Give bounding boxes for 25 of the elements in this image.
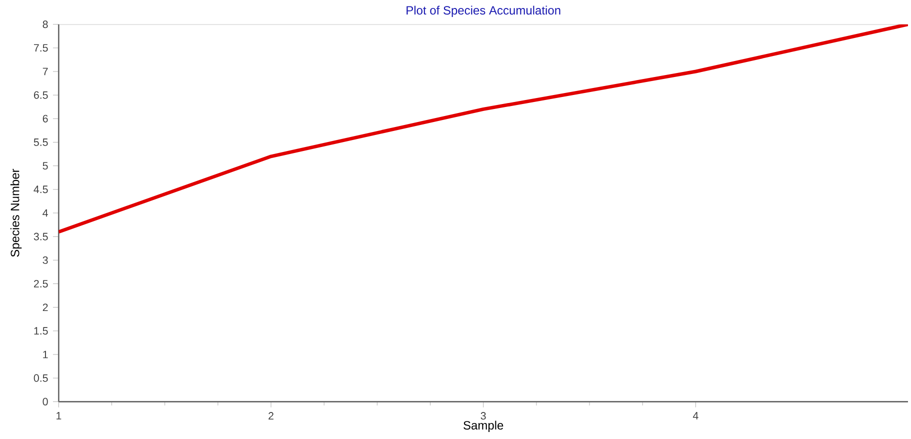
- y-tick-label: 7: [42, 68, 48, 76]
- y-tick-label: 2: [42, 304, 48, 312]
- x-tick-label: 1: [56, 412, 62, 420]
- y-tick-label: 3.5: [34, 232, 48, 240]
- x-tick-label: 3: [480, 412, 486, 420]
- line-series: [58, 24, 908, 234]
- y-tick-label: 6: [42, 114, 48, 122]
- y-tick-label: 7.5: [34, 44, 48, 52]
- x-tick-label: 2: [268, 412, 274, 420]
- y-tick-label: 1: [43, 350, 48, 358]
- y-tick-label: 0.5: [34, 374, 48, 382]
- y-tick-label: 8: [42, 20, 48, 28]
- y-tick-label: 5: [42, 162, 48, 170]
- y-tick-label: 2.5: [34, 280, 48, 288]
- y-tick-label: 4.5: [34, 186, 48, 194]
- y-tick-label: 3: [42, 256, 48, 264]
- x-tick-label: 4: [692, 412, 698, 420]
- x-axis-title: Sample: [464, 420, 504, 432]
- y-tick-label: 4: [42, 209, 48, 217]
- y-tick-label: 0: [42, 398, 48, 406]
- y-tick-label: 1.5: [34, 327, 48, 335]
- chart-title: Plot of Species Accumulation: [406, 6, 560, 17]
- y-tick-label: 5.5: [34, 138, 48, 146]
- y-axis-title: Species Number: [10, 168, 22, 257]
- y-tick-label: 6.5: [34, 91, 48, 99]
